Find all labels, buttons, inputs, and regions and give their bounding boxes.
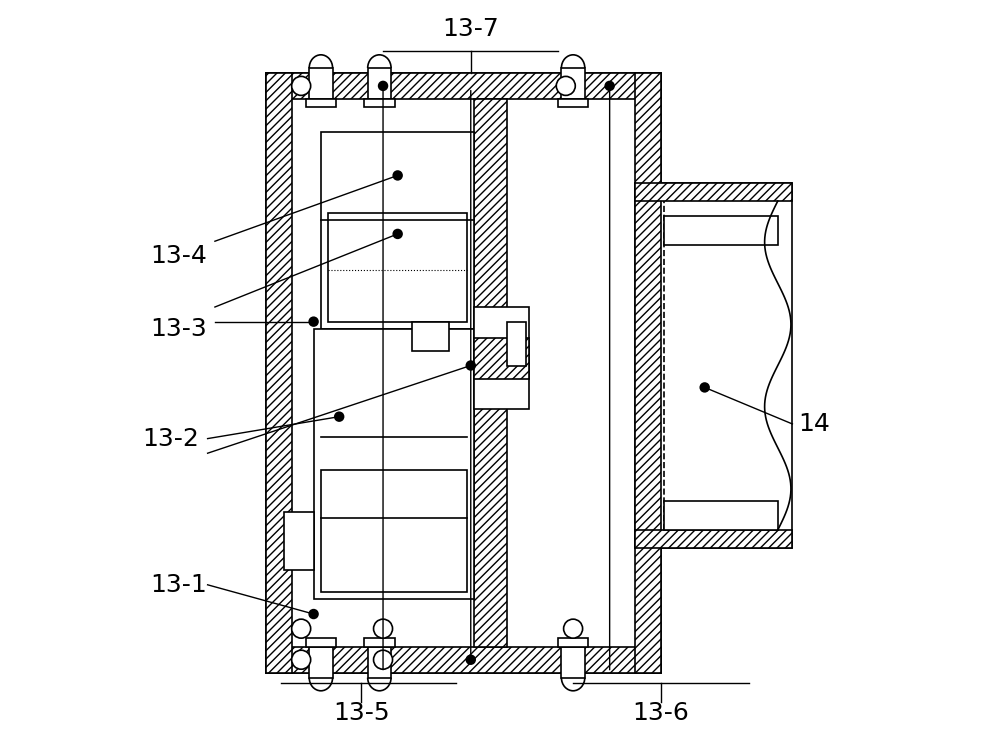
Bar <box>364 638 395 647</box>
Bar <box>266 73 661 673</box>
Text: 13-1: 13-1 <box>150 573 207 596</box>
Bar <box>306 638 336 647</box>
Circle shape <box>292 619 311 638</box>
Bar <box>558 638 588 647</box>
Bar <box>328 213 467 322</box>
Text: 13-2: 13-2 <box>143 427 199 450</box>
Text: 14: 14 <box>798 412 830 436</box>
Bar <box>266 73 661 99</box>
Bar <box>321 132 474 329</box>
Text: 13-6: 13-6 <box>632 701 689 724</box>
Bar <box>364 99 395 107</box>
Bar <box>412 322 449 351</box>
Text: 13-4: 13-4 <box>150 244 207 268</box>
Bar <box>635 73 661 673</box>
Text: 13-7: 13-7 <box>442 18 499 41</box>
Bar <box>474 338 529 379</box>
Circle shape <box>393 230 402 238</box>
Bar <box>266 647 661 673</box>
Bar <box>561 68 585 99</box>
Circle shape <box>374 651 393 670</box>
Circle shape <box>292 76 311 95</box>
Bar <box>635 183 792 548</box>
Circle shape <box>605 81 614 90</box>
Bar <box>309 68 333 99</box>
Circle shape <box>309 610 318 618</box>
Circle shape <box>374 619 393 638</box>
Circle shape <box>466 655 475 664</box>
Bar <box>664 216 778 245</box>
Circle shape <box>292 651 311 670</box>
Bar <box>507 322 526 366</box>
Circle shape <box>564 619 583 638</box>
Circle shape <box>335 412 344 421</box>
Bar <box>664 501 778 530</box>
Bar <box>368 647 391 678</box>
Circle shape <box>700 383 709 392</box>
Bar <box>558 99 588 107</box>
Circle shape <box>556 76 575 95</box>
Circle shape <box>309 317 318 326</box>
Bar <box>561 647 585 678</box>
Bar <box>314 329 474 599</box>
Bar <box>474 99 507 647</box>
Text: 13-3: 13-3 <box>150 317 207 341</box>
Bar <box>368 68 391 99</box>
Bar <box>284 512 314 570</box>
Circle shape <box>379 81 387 90</box>
Bar <box>266 73 292 673</box>
Text: 13-5: 13-5 <box>333 701 389 724</box>
Bar <box>635 183 792 201</box>
Bar <box>474 307 529 409</box>
Bar <box>306 99 336 107</box>
Circle shape <box>393 171 402 180</box>
Circle shape <box>466 361 475 370</box>
Bar <box>635 530 792 548</box>
Bar <box>309 647 333 678</box>
Bar <box>321 471 467 592</box>
